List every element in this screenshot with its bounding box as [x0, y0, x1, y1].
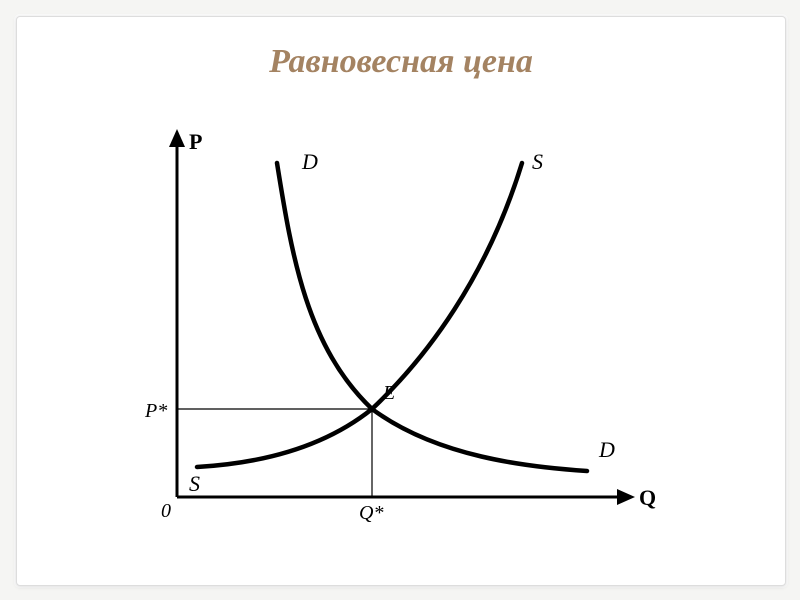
q-star-label: Q*: [359, 502, 383, 524]
x-axis-arrow: [617, 489, 635, 505]
origin-label: 0: [161, 500, 171, 522]
equilibrium-chart: P Q 0 P* Q* E D D S S: [127, 127, 677, 567]
slide-frame: Равновесная цена P Q 0 P*: [16, 16, 786, 586]
supply-curve: [197, 163, 522, 467]
p-star-label: P*: [144, 400, 167, 422]
demand-label-bottom: D: [598, 437, 615, 462]
x-axis-label: Q: [639, 485, 656, 510]
chart-title: Равновесная цена: [17, 43, 785, 81]
y-axis-label: P: [189, 129, 202, 154]
demand-curve: [277, 163, 587, 471]
demand-label-top: D: [301, 149, 318, 174]
axes: [169, 129, 635, 505]
equilibrium-label: E: [382, 382, 395, 404]
y-axis-arrow: [169, 129, 185, 147]
supply-label-bottom: S: [189, 471, 200, 496]
supply-label-top: S: [532, 149, 543, 174]
